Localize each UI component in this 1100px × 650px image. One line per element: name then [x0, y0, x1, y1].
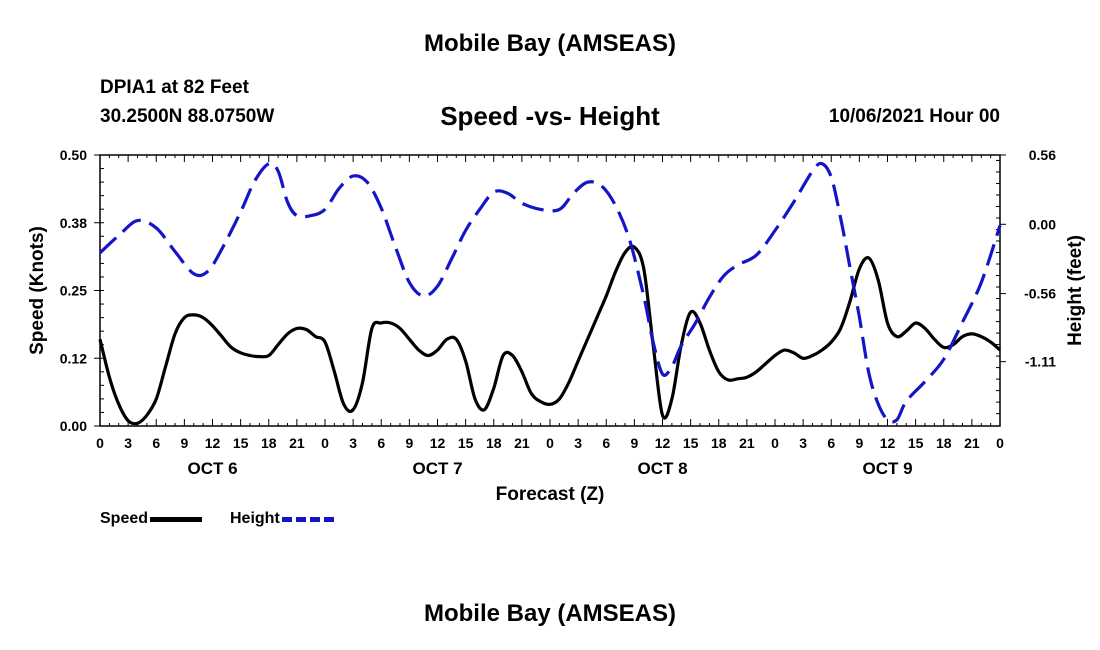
y-tick-label: 0.25: [60, 283, 87, 299]
y-tick-label: 0.50: [60, 147, 87, 163]
x-day-label: OCT 6: [187, 459, 237, 478]
x-tick-label: 3: [574, 435, 582, 451]
x-day-label: OCT 9: [862, 459, 912, 478]
legend-height-swatch: [281, 516, 334, 522]
speed-series-line: [98, 244, 1002, 426]
x-tick-label: 0: [771, 435, 779, 451]
main-title: Mobile Bay (AMSEAS): [423, 30, 677, 57]
y-tick-label: 0.12: [60, 350, 87, 366]
x-tick-label: 15: [233, 435, 249, 451]
legend-speed: Speed: [100, 510, 203, 528]
x-tick-label: 21: [739, 435, 755, 451]
y2-tick-label: 0.56: [1029, 147, 1056, 163]
y2-tick-label: -1.11: [1025, 354, 1056, 370]
y-tick-label: 0.00: [60, 418, 87, 434]
legend-height-label: Height: [230, 510, 280, 527]
x-tick-label: 6: [152, 435, 160, 451]
x-tick-label: 15: [908, 435, 924, 451]
x-tick-label: 9: [180, 435, 188, 451]
legend-height: Height: [230, 510, 334, 528]
forecast-run-time: 10/06/2021 Hour 00: [828, 106, 1000, 127]
legend-speed-label: Speed: [100, 510, 149, 527]
x-tick-label: 18: [486, 435, 502, 451]
x-tick-label: 3: [799, 435, 807, 451]
x-tick-label: 12: [205, 435, 221, 451]
y2-axis-title: Height (feet): [1065, 235, 1086, 346]
x-day-label: OCT 8: [637, 459, 687, 478]
x-tick-label: 21: [964, 435, 980, 451]
station-coordinates: 30.2500N 88.0750W: [100, 106, 275, 127]
x-tick-label: 9: [855, 435, 863, 451]
x-tick-label: 12: [655, 435, 671, 451]
x-tick-label: 6: [827, 435, 835, 451]
x-axis-title: Forecast (Z): [496, 484, 605, 505]
x-tick-label: 18: [261, 435, 277, 451]
station-name: DPIA1 at 82 Feet: [100, 77, 249, 98]
x-tick-label: 9: [630, 435, 638, 451]
y-tick-label: 0.38: [60, 215, 87, 231]
height-series-line: [98, 161, 1002, 424]
x-tick-label: 18: [936, 435, 952, 451]
x-tick-label: 3: [124, 435, 132, 451]
x-tick-label: 21: [289, 435, 305, 451]
legend-speed-swatch: [150, 516, 203, 522]
x-tick-label: 15: [458, 435, 474, 451]
x-tick-label: 12: [430, 435, 446, 451]
footer-title: Mobile Bay (AMSEAS): [423, 600, 677, 627]
x-tick-label: 12: [880, 435, 896, 451]
x-tick-label: 0: [321, 435, 329, 451]
x-tick-label: 0: [996, 435, 1004, 451]
x-tick-label: 0: [96, 435, 104, 451]
x-tick-label: 15: [683, 435, 699, 451]
y2-tick-label: -0.56: [1024, 286, 1056, 302]
x-tick-label: 9: [405, 435, 413, 451]
x-tick-label: 6: [602, 435, 610, 451]
x-tick-label: 6: [377, 435, 385, 451]
chart-title: Speed -vs- Height: [440, 101, 660, 131]
plot-frame: [99, 154, 1001, 427]
y-axis-title: Speed (Knots): [27, 226, 48, 355]
x-tick-label: 3: [349, 435, 357, 451]
x-day-label: OCT 7: [412, 459, 462, 478]
x-tick-label: 0: [546, 435, 554, 451]
x-tick-label: 18: [711, 435, 727, 451]
x-tick-label: 21: [514, 435, 530, 451]
y2-tick-label: 0.00: [1029, 216, 1056, 232]
